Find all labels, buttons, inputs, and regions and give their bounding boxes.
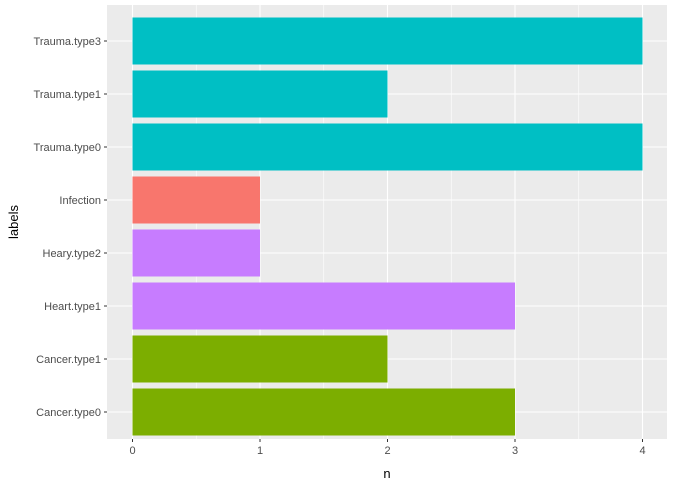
y-tick-label: Trauma.type3 xyxy=(34,36,101,48)
bars xyxy=(132,17,643,436)
x-tick-label: 2 xyxy=(384,445,390,457)
x-tick-label: 3 xyxy=(512,445,518,457)
y-tick-label: Heart.type1 xyxy=(44,301,101,313)
bar-Cancer.type0 xyxy=(132,388,515,436)
bar-Heary.type2 xyxy=(132,229,260,277)
bar-Heart.type1 xyxy=(132,282,515,330)
bar-Infection xyxy=(132,176,260,224)
y-tick-label: Infection xyxy=(59,195,101,207)
y-tick-label: Heary.type2 xyxy=(43,248,102,260)
y-axis: Cancer.type0 Cancer.type1 Heart.type1 Heary… xyxy=(34,36,107,419)
bar-Trauma.type0 xyxy=(132,123,643,171)
y-tick-label: Trauma.type0 xyxy=(34,142,101,154)
y-tick-label: Cancer.type0 xyxy=(36,407,101,419)
bar-Cancer.type1 xyxy=(132,335,388,383)
x-axis-title: n xyxy=(383,466,390,481)
x-tick-label: 4 xyxy=(639,445,645,457)
y-tick-label: Trauma.type1 xyxy=(34,89,101,101)
y-axis-title: labels xyxy=(6,205,21,239)
y-tick-label: Cancer.type1 xyxy=(36,354,101,366)
bar-Trauma.type1 xyxy=(132,70,388,118)
x-tick-label: 1 xyxy=(257,445,263,457)
x-axis: 0 1 2 3 4 xyxy=(129,439,646,457)
bar-Trauma.type3 xyxy=(132,17,643,65)
x-tick-label: 0 xyxy=(129,445,135,457)
